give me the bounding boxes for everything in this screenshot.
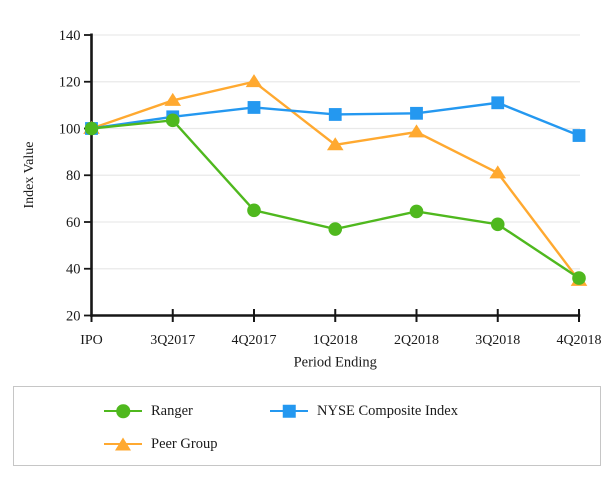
- gridlines: [91, 34, 580, 270]
- ranger-point: [490, 217, 505, 232]
- legend-label-peer-group: Peer Group: [151, 435, 218, 452]
- legend-item-peer-group: Peer Group: [104, 433, 217, 455]
- x-tick-label: 4Q2018: [556, 333, 601, 348]
- legend-label-ranger: Ranger: [151, 402, 193, 419]
- nyse-composite-index-point: [328, 108, 342, 121]
- performance-line-chart: 20 40 60 80 100 120 140 IPO 3Q2017 4Q2017 1Q2018 2Q…: [22, 28, 602, 371]
- legend-item-nyse-composite-index: NYSE Composite Index: [270, 400, 458, 422]
- legend-item-ranger: Ranger: [104, 400, 193, 422]
- chart-legend: Ranger Peer Group NYSE Composite Index: [13, 386, 601, 466]
- nyse-composite-index-point: [572, 129, 586, 142]
- ranger-line-marker-icon: [104, 404, 142, 418]
- y-tick-label: 140: [59, 28, 81, 44]
- peer-group-line-marker-icon: [104, 437, 142, 451]
- series-peer-group: [83, 74, 588, 286]
- x-tick-label: 4Q2017: [231, 333, 276, 348]
- x-axis-title: Period Ending: [294, 355, 377, 371]
- ranger-point: [409, 204, 424, 219]
- peer-group-point: [489, 165, 507, 179]
- triangle-marker-icon: [115, 437, 131, 451]
- peer-group-point: [164, 92, 182, 106]
- ranger-point: [84, 121, 99, 136]
- x-tick-label: 1Q2018: [313, 333, 358, 348]
- y-tick-label: 40: [66, 262, 81, 278]
- peer-group-point: [408, 124, 425, 138]
- x-tick-label: 2Q2018: [394, 333, 439, 348]
- nyse-line-marker-icon: [270, 404, 308, 418]
- ranger-point: [165, 113, 180, 128]
- square-marker-icon: [282, 404, 296, 418]
- y-tick-label: 120: [59, 75, 81, 91]
- peer-group-point: [245, 74, 263, 88]
- y-tick-label: 60: [66, 215, 81, 231]
- y-tick-label: 100: [59, 121, 81, 137]
- nyse-composite-index-point: [410, 106, 423, 120]
- legend-label-nyse: NYSE Composite Index: [317, 402, 458, 419]
- x-axis-ticks-labels: IPO 3Q2017 4Q2017 1Q2018 2Q2018 3Q2018 4Q2018: [80, 309, 602, 348]
- ranger-point: [247, 203, 261, 218]
- y-axis-title: Index Value: [22, 142, 37, 209]
- y-tick-label: 80: [66, 168, 81, 184]
- x-tick-label: 3Q2017: [150, 333, 195, 348]
- series-nyse-composite-index: [85, 96, 586, 142]
- nyse-composite-index-point: [491, 96, 505, 110]
- y-axis-ticks-labels: 20 40 60 80 100 120 140: [59, 28, 91, 324]
- peer-group-point: [326, 137, 344, 151]
- ranger-point: [572, 271, 586, 285]
- x-tick-label: IPO: [80, 333, 103, 348]
- circle-marker-icon: [116, 404, 130, 418]
- series-ranger: [84, 113, 586, 285]
- ranger-point: [328, 222, 343, 236]
- x-tick-label: 3Q2018: [475, 333, 520, 348]
- y-tick-label: 20: [66, 308, 81, 324]
- nyse-composite-index-point: [247, 101, 261, 114]
